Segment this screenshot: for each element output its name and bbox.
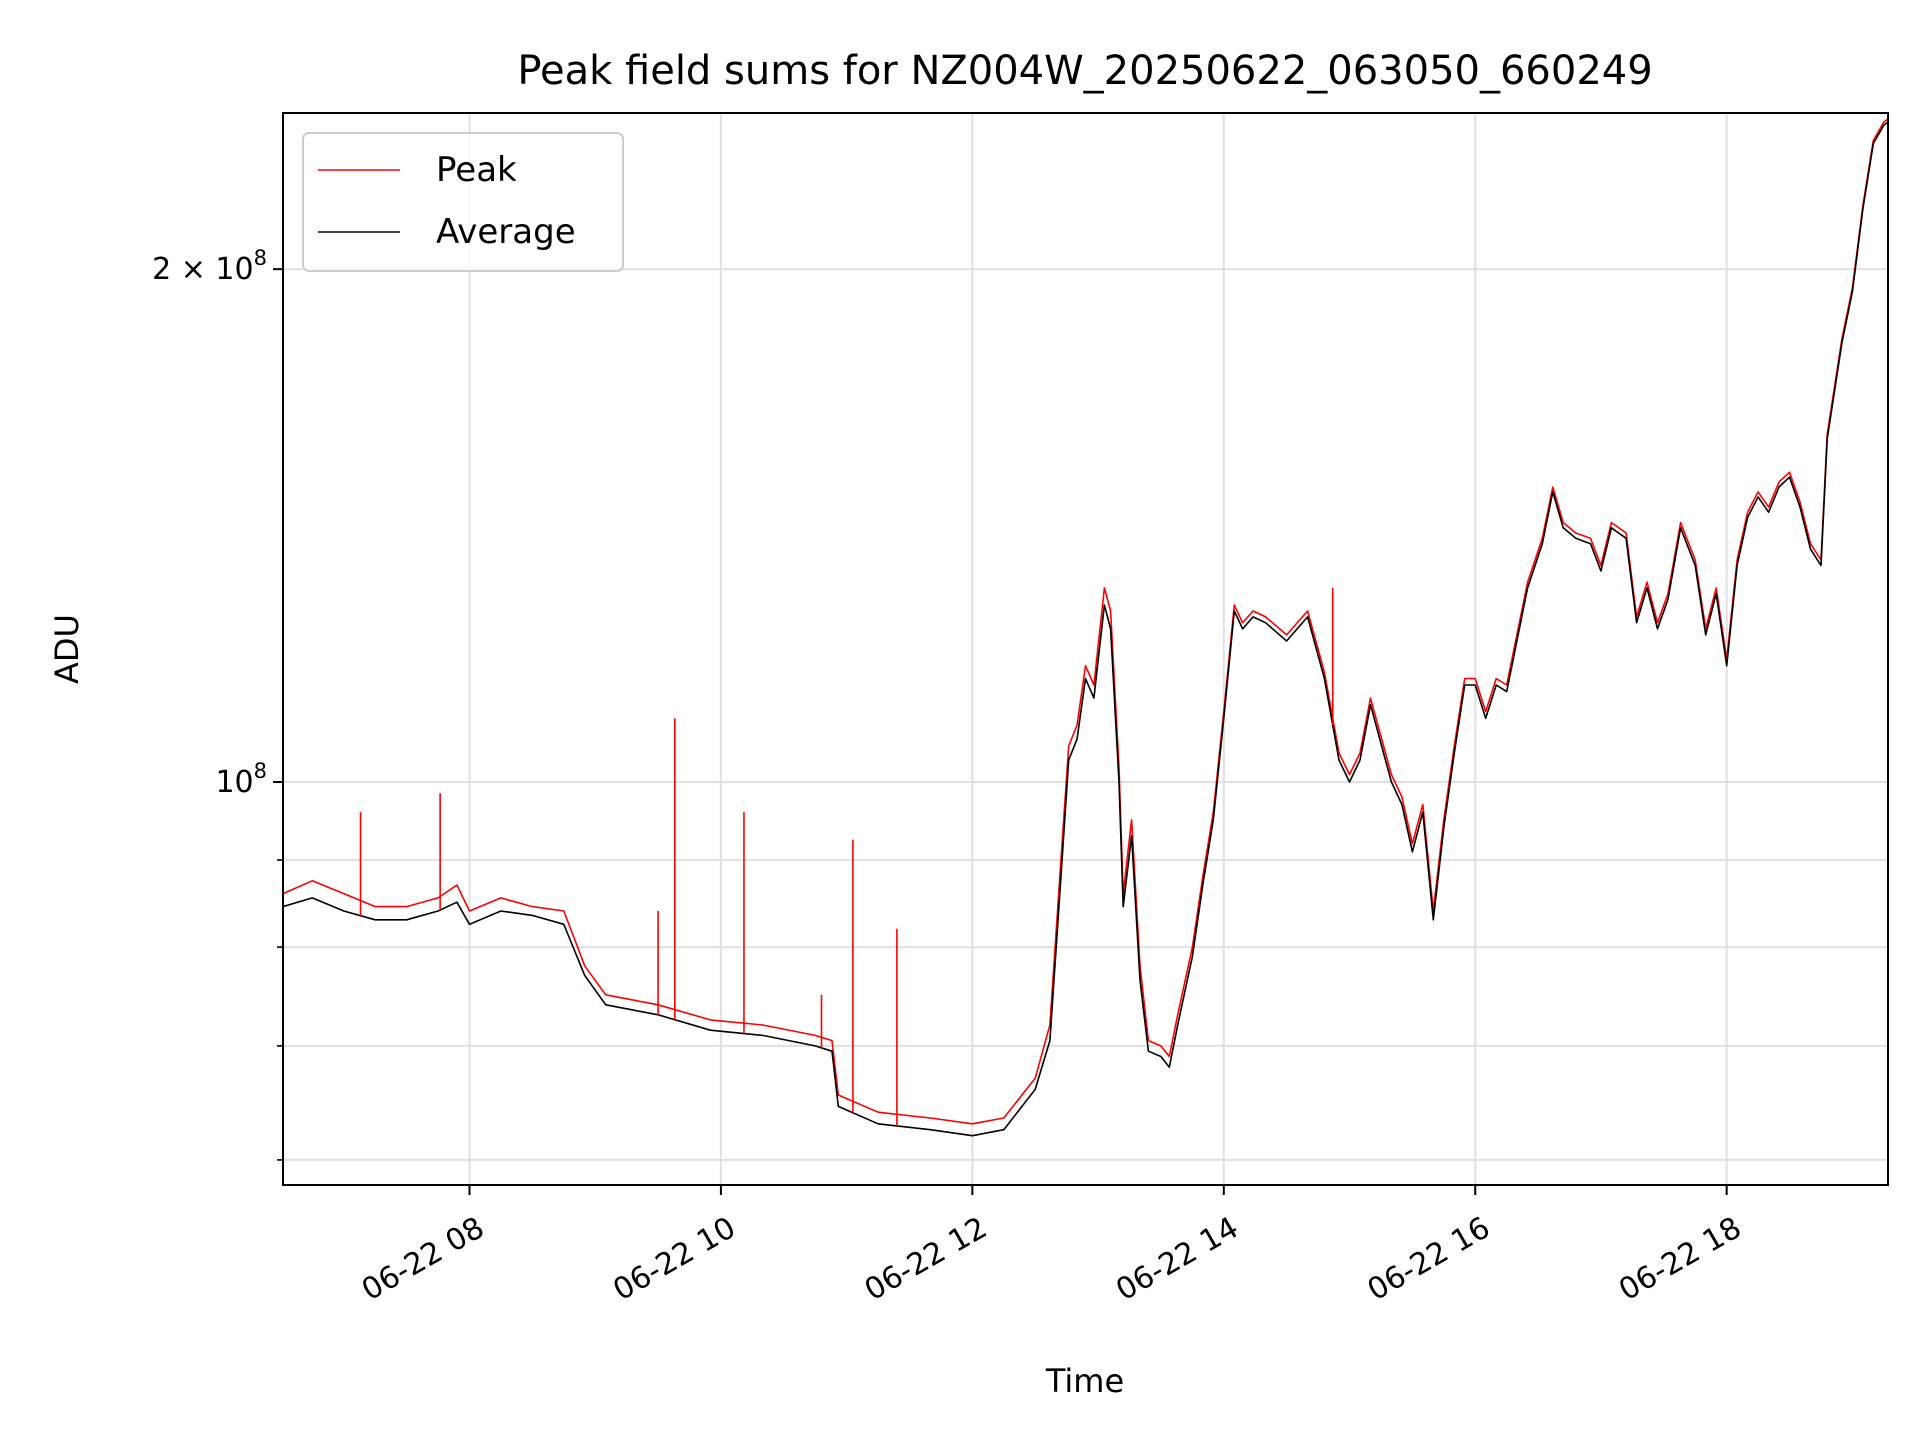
y-tick-label: 108 [215, 759, 267, 800]
x-axis-title: Time [1045, 1362, 1124, 1400]
legend-label-peak: Peak [436, 150, 517, 190]
series-line-average [283, 121, 1888, 1137]
plot-frame [282, 112, 1889, 1186]
series-line-peak [283, 118, 1888, 1125]
y-tick-label: 2 × 108 [152, 246, 267, 287]
y-axis-title: ADU [48, 614, 86, 684]
series-area [283, 118, 1888, 1137]
legend: Peak Average [302, 132, 624, 272]
chart-title: Peak field sums for NZ004W_20250622_0630… [517, 48, 1652, 94]
legend-label-average: Average [436, 212, 576, 252]
legend-box [302, 132, 624, 272]
